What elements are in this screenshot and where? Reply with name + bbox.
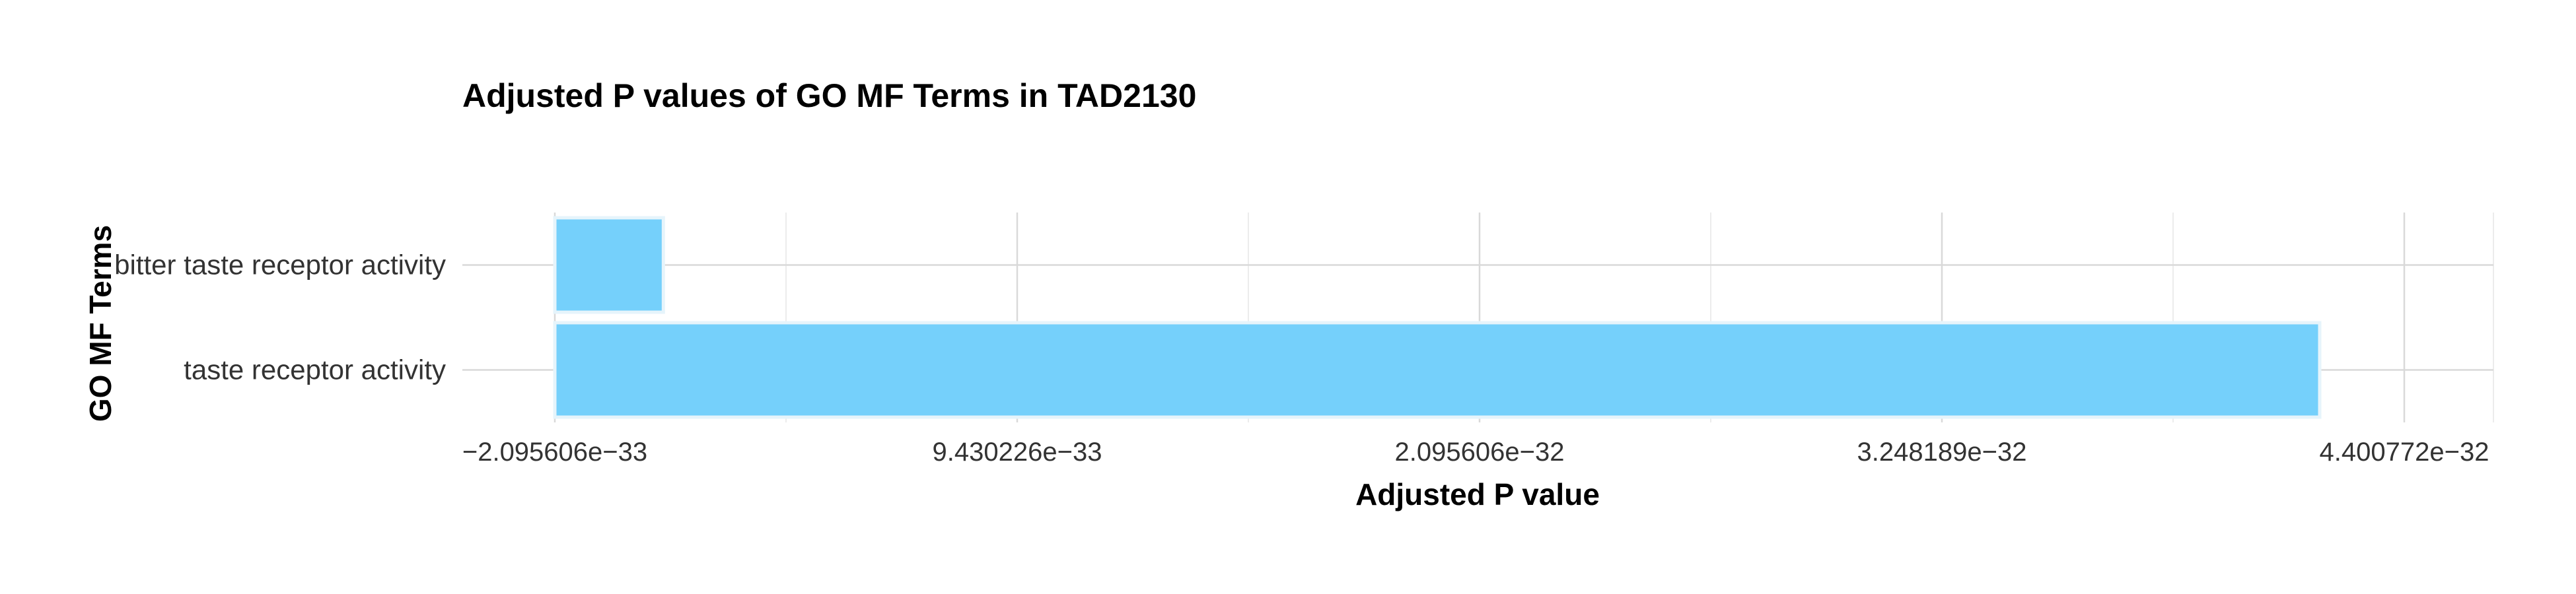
bars xyxy=(553,216,2322,419)
x-tick-label: −2.095606e−33 xyxy=(462,438,647,467)
chart-title: Adjusted P values of GO MF Terms in TAD2… xyxy=(462,77,1196,114)
y-category-label: bitter taste receptor activity xyxy=(114,249,446,280)
x-tick-label: 9.430226e−33 xyxy=(933,438,1102,467)
bar-taste-receptor-activity xyxy=(553,321,2322,419)
x-axis-title: Adjusted P value xyxy=(1355,477,1600,512)
y-category-label: taste receptor activity xyxy=(184,354,446,385)
x-tick-label: 4.400772e−32 xyxy=(2320,438,2489,467)
bar-bitter-taste-receptor-activity xyxy=(553,216,665,314)
y-axis-title: GO MF Terms xyxy=(83,225,118,422)
y-category-labels: bitter taste receptor activity taste rece… xyxy=(114,249,446,385)
x-tick-label: 3.248189e−32 xyxy=(1857,438,2027,467)
x-tick-label: 2.095606e−32 xyxy=(1395,438,1565,467)
x-tick-labels: −2.095606e−33 9.430226e−33 2.095606e−32 3.2… xyxy=(462,438,2489,467)
